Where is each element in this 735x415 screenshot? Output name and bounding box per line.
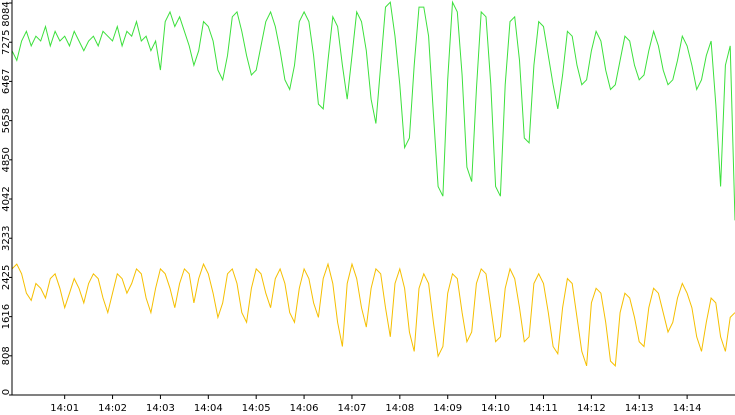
x-tick-label: 14:05 (242, 403, 271, 414)
x-tick-label: 14:06 (290, 403, 319, 414)
y-tick-label: 6467 (1, 69, 12, 94)
y-tick-label: 808 (1, 346, 12, 365)
x-tick-label: 14:14 (673, 403, 702, 414)
x-tick-label: 14:01 (50, 403, 79, 414)
x-tick-label: 14:10 (481, 403, 510, 414)
y-tick-label: 5658 (1, 108, 12, 133)
x-tick-label: 14:09 (433, 403, 462, 414)
x-tick-label: 14:12 (577, 403, 606, 414)
y-tick-label: 0 (1, 389, 12, 395)
series-line (11, 0, 735, 221)
y-tick-label: 7275 (1, 30, 12, 55)
x-tick-label: 14:08 (385, 403, 414, 414)
x-tick-label: 14:02 (98, 403, 127, 414)
y-tick-label: 2425 (1, 265, 12, 290)
x-tick-label: 14:04 (194, 403, 223, 414)
x-tick-label: 14:03 (146, 403, 175, 414)
y-tick-label: 8084 (1, 1, 12, 26)
y-tick-label: 1616 (1, 304, 12, 329)
x-tick-label: 14:07 (338, 403, 367, 414)
y-tick-label: 3233 (1, 226, 12, 251)
series-line (11, 262, 735, 368)
y-tick-label: 4042 (1, 186, 12, 211)
x-tick-label: 14:11 (529, 403, 558, 414)
x-tick-label: 14:13 (625, 403, 654, 414)
y-tick-label: 4850 (1, 147, 12, 172)
